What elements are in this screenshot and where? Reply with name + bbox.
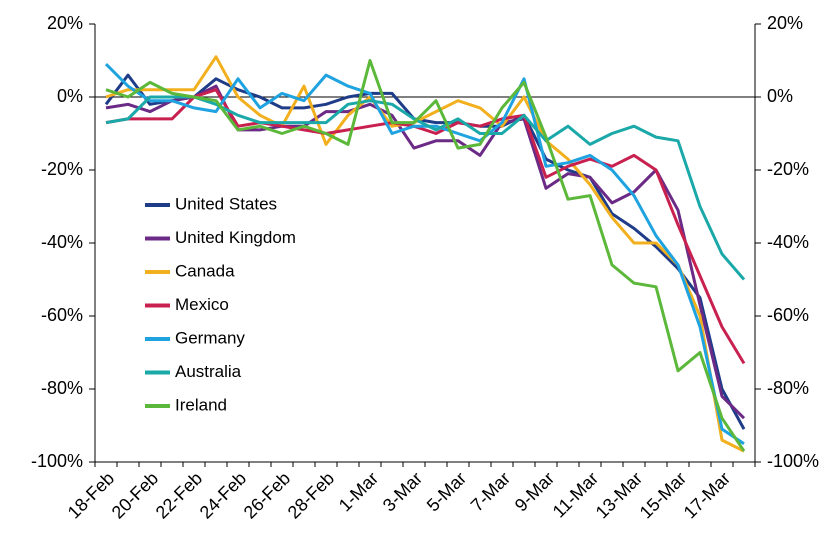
x-tick-label: 22-Feb [152, 468, 206, 522]
legend-label: Canada [175, 261, 235, 280]
series-line [105, 59, 746, 452]
x-tick-label: 28-Feb [284, 468, 338, 522]
series-line [105, 84, 746, 420]
y2-tick-label: 0% [767, 86, 793, 106]
y2-tick-label: -20% [767, 159, 809, 179]
legend-label: United Kingdom [175, 228, 296, 247]
x-tick-label: 5-Mar [423, 468, 470, 515]
y-tick-label: -60% [41, 305, 83, 325]
series-line [105, 95, 746, 281]
y2-tick-label: -80% [767, 378, 809, 398]
x-tick-label: 7-Mar [467, 468, 514, 515]
y2-tick-label: -100% [767, 451, 819, 471]
y-tick-label: -40% [41, 232, 83, 252]
x-tick-label: 24-Feb [196, 468, 250, 522]
series-line [105, 55, 745, 453]
x-tick-label: 17-Mar [680, 468, 734, 522]
x-tick-label: 15-Mar [636, 468, 690, 522]
y2-tick-label: -60% [767, 305, 809, 325]
y-tick-label: 20% [47, 13, 83, 33]
x-tick-label: 11-Mar [549, 468, 603, 522]
legend-label: Germany [175, 328, 245, 347]
y-tick-label: 0% [57, 86, 83, 106]
legend-label: Mexico [175, 295, 229, 314]
x-tick-label: 1-Mar [335, 468, 382, 515]
legend-label: Australia [175, 362, 242, 381]
y-tick-label: -100% [31, 451, 83, 471]
x-tick-label: 18-Feb [64, 468, 118, 522]
series-line [104, 63, 745, 446]
x-tick-label: 3-Mar [379, 468, 426, 515]
y2-tick-label: -40% [767, 232, 809, 252]
x-tick-label: 26-Feb [240, 468, 294, 522]
series-line [104, 73, 746, 430]
y-tick-label: -20% [41, 159, 83, 179]
series-line [105, 88, 746, 365]
x-tick-label: 13-Mar [592, 468, 646, 522]
legend-label: Ireland [175, 395, 227, 414]
y2-tick-label: 20% [767, 13, 803, 33]
x-tick-label: 20-Feb [108, 468, 162, 522]
y-tick-label: -80% [41, 378, 83, 398]
legend-label: United States [175, 194, 277, 213]
